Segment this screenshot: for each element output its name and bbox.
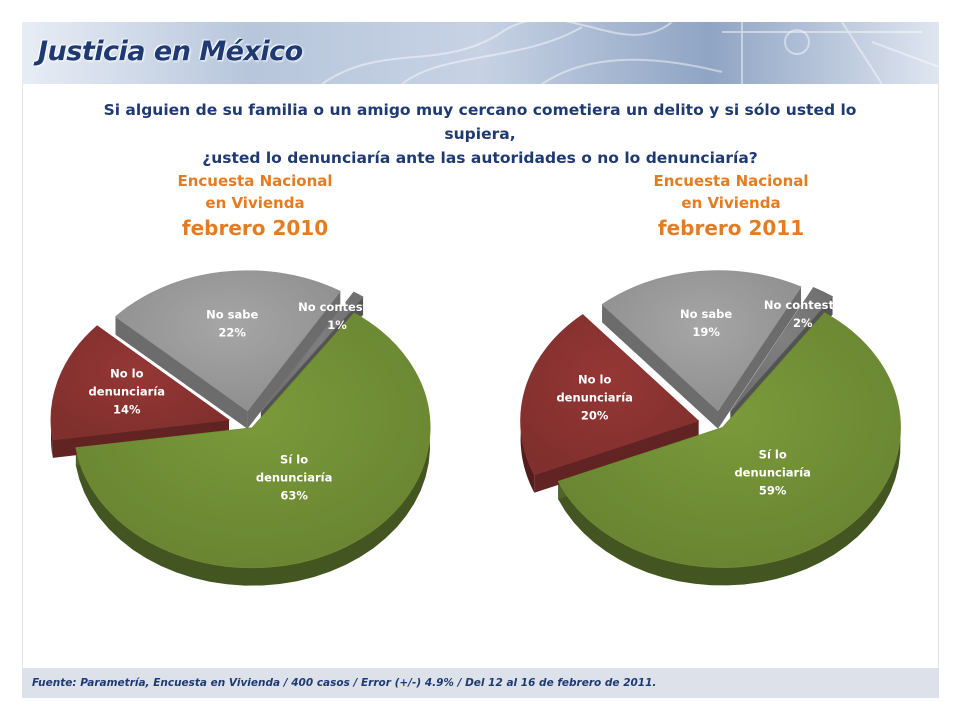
slice-no-1: [520, 314, 700, 476]
survey-2010-date: febrero 2010: [181, 216, 329, 240]
survey-title-2010: Encuesta Nacional en Vivienda febrero 20…: [125, 170, 385, 242]
label-no-label-line1-0: No lo: [110, 366, 143, 380]
label-no-pct-1: 20%: [581, 409, 609, 423]
slice-nocontesta-1: [730, 287, 834, 412]
label-no-label-line2-0: denunciaría: [89, 384, 166, 398]
slice-nosabe-0: [114, 270, 341, 412]
pie-2011-svg: Sí lo denunciaría 59% No lo denunciaría 20% No…: [520, 270, 901, 586]
banner-decoration: [321, 22, 939, 84]
survey-title-2011: Encuesta Nacional en Vivienda febrero 20…: [601, 170, 861, 242]
label-si-label-line1-0: Sí lo: [280, 452, 308, 466]
pie-chart-2011: Sí lo denunciaría 59% No lo denunciaría 20% No…: [520, 255, 920, 599]
source-text: Fuente: Parametría, Encuesta en Vivienda…: [32, 677, 657, 689]
label-si-label-line2-1: denunciaría: [734, 466, 811, 480]
label-nosabe-label-line1-1: No sabe: [680, 307, 732, 321]
label-nocontesta-label-line1-1: No contesta: [764, 298, 842, 312]
survey-2011-date: febrero 2011: [657, 216, 805, 240]
label-no-pct-0: 14%: [113, 402, 141, 416]
survey-2010-line2: en Vivienda: [205, 194, 305, 212]
label-si-pct-0: 63%: [280, 488, 308, 502]
question-line-2: ¿usted lo denunciaría ante las autoridad…: [202, 149, 758, 167]
label-nocontesta-pct-1: 2%: [793, 316, 813, 330]
slice-si-0: [75, 312, 431, 569]
slice-nocontesta-0: [260, 291, 364, 412]
survey-2011-line1: Encuesta Nacional: [653, 172, 809, 190]
survey-question: Si alguien de su familia o un amigo muy …: [80, 98, 880, 170]
label-nosabe-pct-0: 22%: [218, 326, 246, 340]
label-no-label-line2-1: denunciaría: [556, 391, 633, 405]
label-nocontesta-label-line1-0: No contesta: [298, 300, 376, 314]
label-no-label-line1-1: No lo: [578, 373, 611, 387]
slice-no-0: [50, 325, 231, 441]
footer-source: Fuente: Parametría, Encuesta en Vivienda…: [22, 668, 939, 698]
pie-chart-2010: Sí lo denunciaría 63% No lo denunciaría 14% No…: [50, 255, 450, 599]
survey-2010-line1: Encuesta Nacional: [177, 172, 333, 190]
label-nosabe-label-line1-0: No sabe: [206, 308, 258, 322]
label-si-label-line1-1: Sí lo: [759, 448, 787, 462]
header-banner: [22, 22, 939, 84]
label-si-pct-1: 59%: [759, 484, 787, 498]
label-nocontesta-pct-0: 1%: [327, 318, 347, 332]
label-nosabe-pct-1: 19%: [692, 325, 720, 339]
slice-si-1: [557, 312, 901, 568]
pie-2010-svg: Sí lo denunciaría 63% No lo denunciaría 14% No…: [50, 270, 431, 586]
page-title: Justicia en México: [38, 36, 303, 67]
label-si-label-line2-0: denunciaría: [256, 470, 333, 484]
slice-nosabe-1: [601, 270, 802, 412]
question-line-1: Si alguien de su familia o un amigo muy …: [103, 101, 857, 143]
survey-2011-line2: en Vivienda: [681, 194, 781, 212]
